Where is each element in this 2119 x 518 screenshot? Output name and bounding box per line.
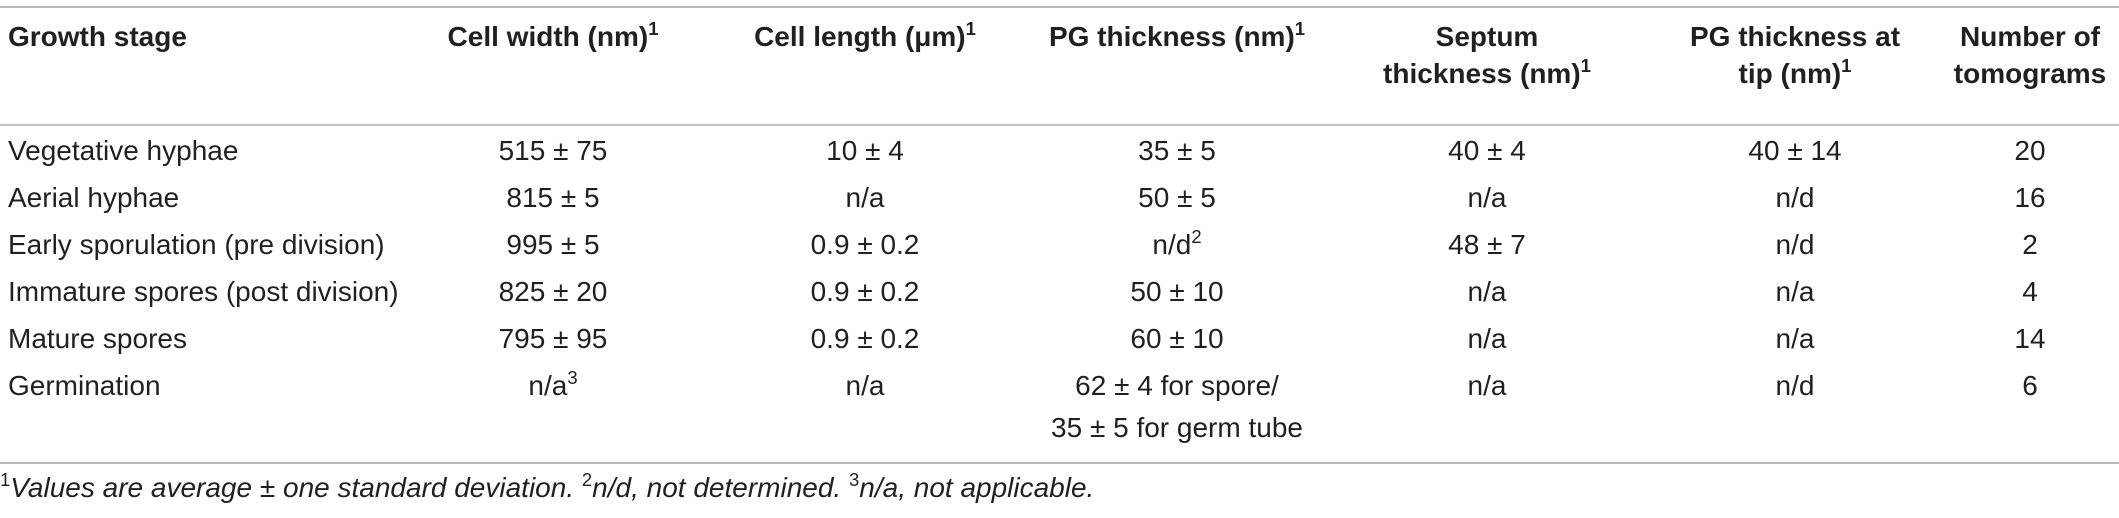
cell-growth-stage: Germination [8, 370, 161, 401]
cell-growth-stage: Vegetative hyphae [8, 135, 239, 166]
cell-width: 815 ± 5 [506, 182, 600, 213]
header-number-of-tomograms: Number of tomograms [1940, 18, 2119, 92]
header-cell-width-text: Cell width (nm) [447, 21, 649, 52]
header-pg-tip-line1: PG thickness at [1689, 21, 1901, 52]
cell-pg-thickness-line1: 62 ± 4 for spore/ [1075, 370, 1279, 401]
cell-pg-tip: n/a [1775, 323, 1815, 354]
header-cell-width-sup: 1 [648, 17, 659, 39]
table-top-rule [0, 6, 2119, 8]
cell-tomograms: 14 [2014, 323, 2046, 354]
cell-growth-stage: Mature spores [8, 323, 187, 354]
header-growth-stage: Growth stage [8, 18, 187, 55]
cell-pg-thickness-sup: 2 [1191, 225, 1202, 247]
cell-pg-thickness: 60 ± 10 [1130, 323, 1224, 354]
cell-pg-thickness-text: n/d [1152, 229, 1192, 260]
table-bottom-rule [0, 462, 2119, 464]
cell-width: 995 ± 5 [506, 229, 600, 260]
cell-pg-thickness: 50 ± 5 [1138, 182, 1216, 213]
cell-growth-stage: Immature spores (post division) [8, 276, 399, 307]
cell-septum-thickness: 40 ± 4 [1448, 135, 1526, 166]
header-pg-tip-sup: 1 [1841, 54, 1852, 76]
footnote-text-2: n/d, not determined. [592, 472, 849, 503]
header-pg-thickness-tip: PG thickness at tip (nm)1 [1620, 18, 1970, 92]
footnote-text-1: Values are average ± one standard deviat… [10, 472, 582, 503]
cell-pg-thickness: 62 ± 4 for spore/ 35 ± 5 for germ tube [1012, 367, 1342, 446]
header-septum-line1: Septum [1435, 21, 1539, 52]
header-cell-length: Cell length (μm)1 [700, 18, 1030, 55]
header-pg-thickness: PG thickness (nm)1 [1012, 18, 1342, 55]
cell-pg-thickness: 35 ± 5 [1138, 135, 1216, 166]
cell-width: 515 ± 75 [498, 135, 608, 166]
header-septum-line2: thickness (nm) [1383, 58, 1581, 89]
header-septum-sup: 1 [1580, 54, 1591, 76]
cell-length: n/a [845, 182, 885, 213]
cell-width: 795 ± 95 [498, 323, 608, 354]
cell-tomograms: 4 [2022, 276, 2038, 307]
cell-pg-tip: n/d [1775, 182, 1815, 213]
cell-width-sup: 3 [567, 366, 578, 388]
header-cell-length-sup: 1 [965, 17, 976, 39]
cell-length: 0.9 ± 0.2 [810, 229, 920, 260]
header-growth-stage-text: Growth stage [8, 21, 187, 52]
cell-pg-thickness: n/d2 [1012, 226, 1342, 263]
footnote-text-3: n/a, not applicable. [859, 472, 1095, 503]
header-septum-thickness: Septum thickness (nm)1 [1312, 18, 1662, 92]
cell-tomograms: 2 [2022, 229, 2038, 260]
cell-septum-thickness: n/a [1467, 370, 1507, 401]
header-tomo-line2: tomograms [1953, 58, 2107, 89]
cell-pg-tip: n/a [1775, 276, 1815, 307]
cell-pg-tip: n/d [1775, 229, 1815, 260]
cell-length: n/a [845, 370, 885, 401]
footnote-sup-2: 2 [581, 468, 593, 490]
header-pg-tip-line2: tip (nm) [1738, 58, 1842, 89]
cell-pg-thickness: 50 ± 10 [1130, 276, 1224, 307]
cell-width-text: n/a [528, 370, 568, 401]
header-pg-thickness-text: PG thickness (nm) [1048, 21, 1295, 52]
header-cell-width: Cell width (nm)1 [388, 18, 718, 55]
table-footnote: 1Values are average ± one standard devia… [0, 468, 1094, 508]
cell-growth-stage: Early sporulation (pre division) [8, 229, 385, 260]
cell-pg-thickness-line2: 35 ± 5 for germ tube [1051, 412, 1303, 443]
cell-septum-thickness: n/a [1467, 323, 1507, 354]
cell-septum-thickness: 48 ± 7 [1448, 229, 1526, 260]
cell-width: n/a3 [388, 367, 718, 404]
cell-length: 10 ± 4 [826, 135, 904, 166]
cell-growth-stage: Aerial hyphae [8, 182, 180, 213]
cell-septum-thickness: n/a [1467, 182, 1507, 213]
footnote-sup-1: 1 [0, 468, 11, 490]
cell-width: 825 ± 20 [498, 276, 608, 307]
cell-tomograms: 16 [2014, 182, 2046, 213]
cell-length: 0.9 ± 0.2 [810, 323, 920, 354]
footnote-sup-3: 3 [848, 468, 860, 490]
header-tomo-line1: Number of [1960, 21, 2100, 52]
cell-pg-tip: n/d [1775, 370, 1815, 401]
header-pg-thickness-sup: 1 [1294, 17, 1306, 39]
cell-septum-thickness: n/a [1467, 276, 1507, 307]
cell-length: 0.9 ± 0.2 [810, 276, 920, 307]
cell-pg-tip: 40 ± 14 [1748, 135, 1842, 166]
header-cell-length-text: Cell length (μm) [754, 21, 966, 52]
cell-tomograms: 20 [2014, 135, 2046, 166]
header-divider-rule [0, 124, 2119, 126]
cell-tomograms: 6 [2022, 370, 2038, 401]
